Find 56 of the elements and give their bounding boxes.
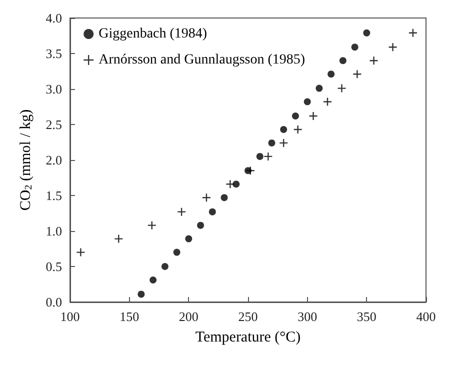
point bbox=[352, 69, 362, 79]
point bbox=[351, 44, 358, 51]
y-tick-label: 0.0 bbox=[46, 294, 62, 310]
point bbox=[246, 166, 255, 176]
point bbox=[161, 263, 168, 270]
point bbox=[388, 42, 398, 52]
point bbox=[369, 56, 378, 66]
x-tick-label: 250 bbox=[238, 309, 258, 324]
y-tick-label: 4.0 bbox=[46, 10, 62, 26]
point bbox=[322, 97, 332, 106]
point bbox=[408, 28, 418, 38]
point bbox=[208, 208, 216, 216]
point bbox=[363, 29, 370, 36]
y-tick-label: 1.0 bbox=[46, 224, 62, 238]
point bbox=[308, 111, 318, 121]
point bbox=[304, 98, 311, 106]
y-axis-title: CO2 (mmol / kg) bbox=[18, 109, 34, 211]
point bbox=[185, 235, 192, 242]
y-tick-label: 3.0 bbox=[46, 82, 62, 96]
y-tick-label: 0.5 bbox=[46, 259, 62, 274]
point bbox=[226, 180, 235, 189]
y-tick-label: 3.5 bbox=[46, 46, 62, 61]
x-tick-label: 150 bbox=[120, 309, 140, 324]
y-tick-label: 2.5 bbox=[46, 117, 62, 132]
y-tick-label: 2.0 bbox=[46, 152, 62, 168]
x-tick-label: 100 bbox=[60, 309, 80, 324]
point bbox=[173, 248, 180, 256]
point bbox=[279, 138, 288, 148]
legend-label: Arnórsson and Gunnlaugsson (1985) bbox=[98, 52, 306, 68]
point bbox=[202, 193, 212, 202]
point bbox=[292, 112, 299, 120]
point bbox=[220, 194, 228, 202]
x-tick-label: 350 bbox=[356, 309, 376, 324]
legend-label: Giggenbach (1984) bbox=[98, 26, 208, 42]
point bbox=[293, 124, 302, 134]
point bbox=[76, 248, 86, 257]
point bbox=[264, 152, 273, 162]
point bbox=[114, 234, 124, 244]
point bbox=[328, 70, 335, 78]
point bbox=[339, 57, 346, 64]
point bbox=[337, 84, 346, 93]
point bbox=[268, 139, 276, 146]
x-tick-label: 300 bbox=[298, 309, 318, 324]
x-tick-label: 200 bbox=[178, 309, 198, 324]
point bbox=[197, 222, 204, 229]
point bbox=[280, 126, 288, 133]
y-tick-label: 1.5 bbox=[46, 188, 62, 203]
point bbox=[138, 290, 145, 298]
point bbox=[150, 276, 157, 284]
point bbox=[316, 84, 323, 92]
point bbox=[176, 207, 186, 216]
point bbox=[232, 180, 240, 188]
x-tick-label: 400 bbox=[416, 309, 436, 324]
point bbox=[256, 152, 264, 160]
x-axis-title: Temperature (°C) bbox=[195, 330, 301, 346]
point bbox=[147, 220, 156, 230]
